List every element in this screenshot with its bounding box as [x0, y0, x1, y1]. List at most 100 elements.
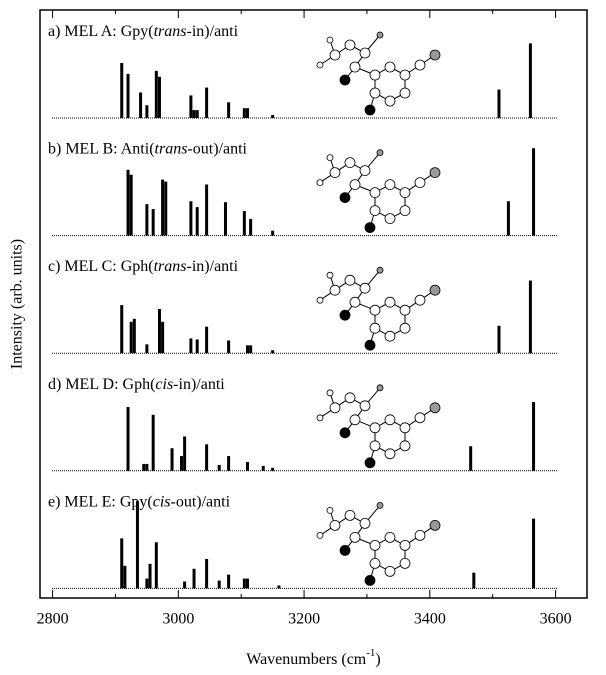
atom	[415, 295, 425, 305]
stick	[133, 319, 136, 353]
stick	[205, 185, 208, 236]
panel-title: a) MEL A: Gpy(trans-in)/anti	[48, 23, 239, 40]
atom	[350, 415, 360, 425]
stick	[196, 207, 199, 235]
atom	[370, 188, 380, 198]
molecule-sketch	[317, 267, 440, 350]
atom	[340, 193, 350, 203]
atom	[415, 530, 425, 540]
atom	[330, 403, 340, 413]
molecule-sketch	[317, 385, 440, 468]
stick	[120, 538, 123, 588]
stick	[171, 448, 174, 471]
atom	[330, 520, 340, 530]
atom	[377, 385, 383, 391]
atom	[385, 297, 395, 307]
x-tick-label: 3000	[162, 611, 194, 628]
atom	[430, 168, 440, 178]
panel-title: e) MEL E: Gpy(cis-out)/anti	[48, 493, 231, 510]
atom	[317, 532, 323, 538]
atom	[365, 223, 375, 233]
atom	[385, 96, 395, 106]
chart: a) MEL A: Gpy(trans-in)/antib) MEL B: An…	[0, 0, 606, 675]
stick	[120, 63, 123, 118]
atom	[370, 70, 380, 80]
stick	[161, 180, 164, 236]
stick	[155, 71, 158, 118]
stick	[227, 340, 230, 353]
stick	[532, 148, 535, 235]
atom	[317, 180, 323, 186]
title-part: trans	[155, 140, 188, 157]
title-part: -in)/anti	[187, 258, 239, 275]
stick	[158, 77, 161, 118]
atom	[350, 532, 360, 542]
stick	[497, 326, 500, 353]
atom	[365, 458, 375, 468]
atom	[400, 88, 410, 98]
atom	[330, 168, 340, 178]
stick	[271, 468, 274, 471]
panel-title: c) MEL C: Gph(trans-in)/anti	[48, 258, 239, 275]
atom	[385, 415, 395, 425]
stick	[205, 444, 208, 471]
stick	[532, 402, 535, 471]
atom	[327, 37, 333, 43]
stick	[145, 464, 148, 471]
stick	[469, 446, 472, 471]
atom	[365, 105, 375, 115]
stick	[123, 566, 126, 589]
atom	[385, 62, 395, 72]
atom	[385, 532, 395, 542]
stick	[139, 92, 142, 118]
atom	[345, 393, 355, 403]
stick	[205, 559, 208, 588]
title-part: a) MEL A: Gpy(	[48, 23, 154, 40]
atom	[400, 323, 410, 333]
atom	[350, 297, 360, 307]
stick	[271, 350, 274, 353]
atom	[370, 441, 380, 451]
atom	[327, 272, 333, 278]
title-part: -in)/anti	[173, 375, 225, 392]
stick	[145, 204, 148, 235]
atom	[415, 178, 425, 188]
stick	[193, 569, 196, 589]
atom	[345, 275, 355, 285]
atom	[385, 331, 395, 341]
stick	[205, 88, 208, 118]
atom	[430, 520, 440, 530]
stick	[271, 115, 274, 118]
stick	[149, 564, 152, 589]
stick	[196, 339, 199, 353]
atom	[385, 180, 395, 190]
atom	[360, 48, 370, 58]
stick	[246, 462, 249, 471]
y-axis-label: Intensity (arb. units)	[9, 239, 26, 369]
stick	[224, 202, 227, 235]
atom	[430, 285, 440, 295]
atom	[370, 540, 380, 550]
panel-title: b) MEL B: Anti(trans-out)/anti	[48, 140, 248, 157]
stick	[136, 501, 139, 588]
stick	[249, 219, 252, 236]
molecule-sketch	[317, 502, 440, 585]
x-label-part: )	[375, 651, 380, 668]
atom	[365, 575, 375, 585]
stick	[120, 305, 123, 353]
stick	[180, 456, 183, 471]
atom	[400, 441, 410, 451]
stick	[196, 110, 199, 118]
stick	[246, 345, 249, 353]
atom	[400, 188, 410, 198]
stick	[152, 209, 155, 236]
stick	[529, 281, 532, 354]
title-part: cis	[155, 375, 173, 392]
stick	[271, 231, 274, 236]
atom	[340, 75, 350, 85]
atom	[400, 305, 410, 315]
panel-title: d) MEL D: Gph(cis-in)/anti	[48, 375, 225, 392]
stick	[529, 43, 532, 118]
stick	[277, 585, 280, 588]
x-label-part: Wavenumbers (cm	[246, 651, 367, 668]
